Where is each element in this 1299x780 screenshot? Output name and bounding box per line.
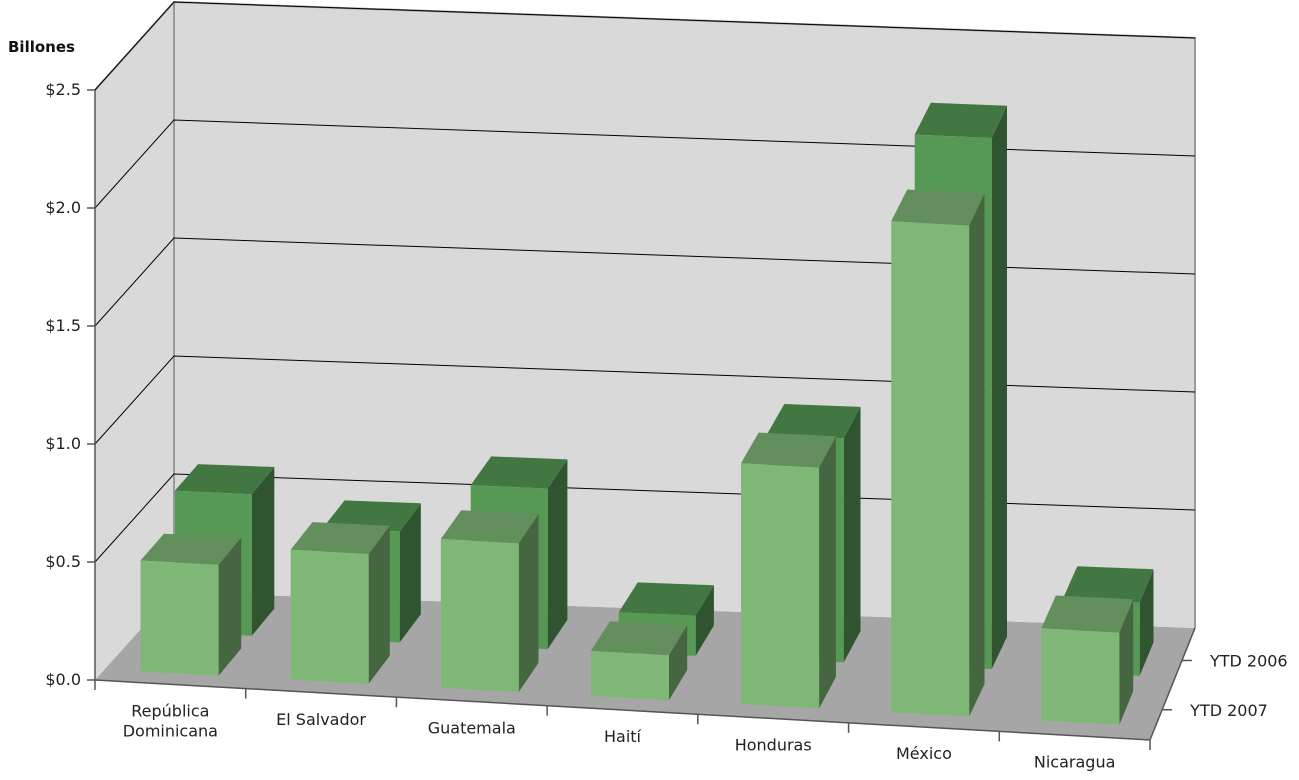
bar-0-1	[290, 522, 390, 684]
x-axis	[94, 679, 1151, 741]
side-wall	[95, 2, 174, 680]
series-ytd-2007	[140, 189, 1134, 725]
gridlines	[94, 1, 1196, 563]
x-tick-labels: República Dominicana El Salvador Guatemala H…	[123, 701, 1116, 771]
gridline	[94, 1, 1196, 91]
bar-0-5	[891, 189, 985, 717]
x-tick-label: Haití	[604, 727, 642, 746]
bar-0-0	[140, 533, 242, 676]
axes	[87, 89, 1196, 750]
x-tick-label: Guatemala	[428, 718, 516, 737]
y-tick-label: $0.5	[45, 552, 81, 571]
y-tick-label: $1.0	[45, 434, 81, 453]
bar-0-2	[440, 510, 539, 692]
depth-axis-labels: YTD 2007 YTD 2006	[1189, 651, 1287, 719]
y-axis-title: Billones	[8, 38, 75, 56]
y-tick-label: $2.5	[45, 80, 81, 99]
series-label: YTD 2007	[1189, 701, 1268, 720]
y-tick-label: $0.0	[45, 670, 81, 689]
x-tick-label: Honduras	[735, 736, 812, 755]
x-tick-label: El Salvador	[276, 710, 366, 729]
depth-axis	[1149, 627, 1196, 741]
y-tick-label: $2.0	[45, 198, 81, 217]
gridline	[94, 355, 1196, 445]
bar-0-4	[741, 432, 836, 709]
x-tick-label: República Dominicana	[123, 701, 218, 740]
gridline	[94, 237, 1196, 327]
x-tick-label: México	[896, 744, 952, 763]
x-tick-label: Nicaragua	[1034, 753, 1116, 772]
y-tick-label: $1.5	[45, 316, 81, 335]
bar-0-6	[1041, 595, 1134, 725]
series-label: YTD 2006	[1209, 651, 1288, 670]
bar-0-3	[590, 621, 688, 701]
gridline	[94, 119, 1196, 209]
y-tick-labels: $0.0 $0.5 $1.0 $1.5 $2.0 $2.5	[45, 80, 81, 689]
